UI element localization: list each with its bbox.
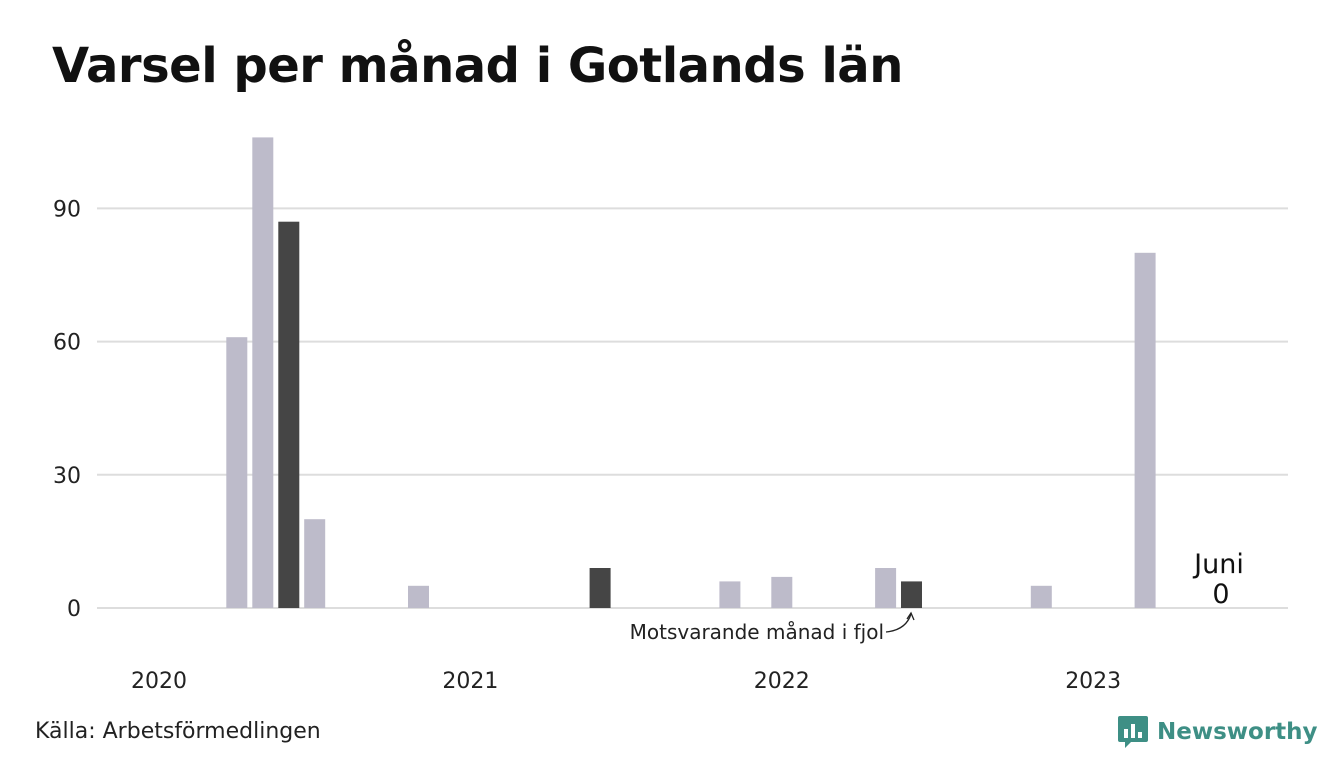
x-axis-ticks: 2020 2021 2022 2023 xyxy=(131,669,1121,694)
y-tick-label: 60 xyxy=(53,331,81,356)
grid-lines xyxy=(97,207,1288,609)
prev-year-annotation: Motsvarande månad i fjol xyxy=(630,620,884,644)
bar-2020-04 xyxy=(226,337,248,608)
y-tick-label: 0 xyxy=(67,597,81,622)
y-tick-label: 90 xyxy=(53,197,81,222)
bar-2020-06 xyxy=(278,221,300,608)
bar-2023-03 xyxy=(1134,252,1156,609)
current-value-label: 0 xyxy=(1212,579,1229,610)
annotation-arrow xyxy=(885,613,912,633)
x-tick-label: 2021 xyxy=(442,669,498,694)
bar-2022-05 xyxy=(875,568,897,608)
bar-2022-11 xyxy=(1030,585,1052,608)
bar-2022-06 xyxy=(901,581,922,608)
current-month-label: Juni xyxy=(1192,549,1244,580)
bar-2020-11 xyxy=(408,585,429,608)
source-label: Källa: Arbetsförmedlingen xyxy=(35,719,321,744)
y-tick-label: 30 xyxy=(53,464,81,489)
bar-2021-06 xyxy=(589,568,611,608)
y-axis-ticks: 0 30 60 90 xyxy=(53,197,81,622)
bar-2020-05 xyxy=(252,137,274,608)
bar-2020-07 xyxy=(304,519,326,608)
annotation-arrowhead xyxy=(906,611,915,621)
annotations: Motsvarande månad i fjol Juni 0 xyxy=(630,549,1244,644)
chart-title: Varsel per månad i Gotlands län xyxy=(52,38,903,94)
bar-chart: 0 30 60 90 2020 2021 2022 2023 Motsvarande mån… xyxy=(53,137,1288,694)
brand-name: Newsworthy xyxy=(1157,719,1318,745)
x-tick-label: 2022 xyxy=(754,669,810,694)
x-tick-label: 2023 xyxy=(1065,669,1121,694)
bar-2022-01 xyxy=(771,576,793,608)
brand-logo[interactable]: Newsworthy xyxy=(1117,714,1318,750)
bars xyxy=(226,137,1156,609)
x-tick-label: 2020 xyxy=(131,669,187,694)
bar-2021-11 xyxy=(719,581,741,608)
newsworthy-logo-icon xyxy=(1118,716,1148,748)
